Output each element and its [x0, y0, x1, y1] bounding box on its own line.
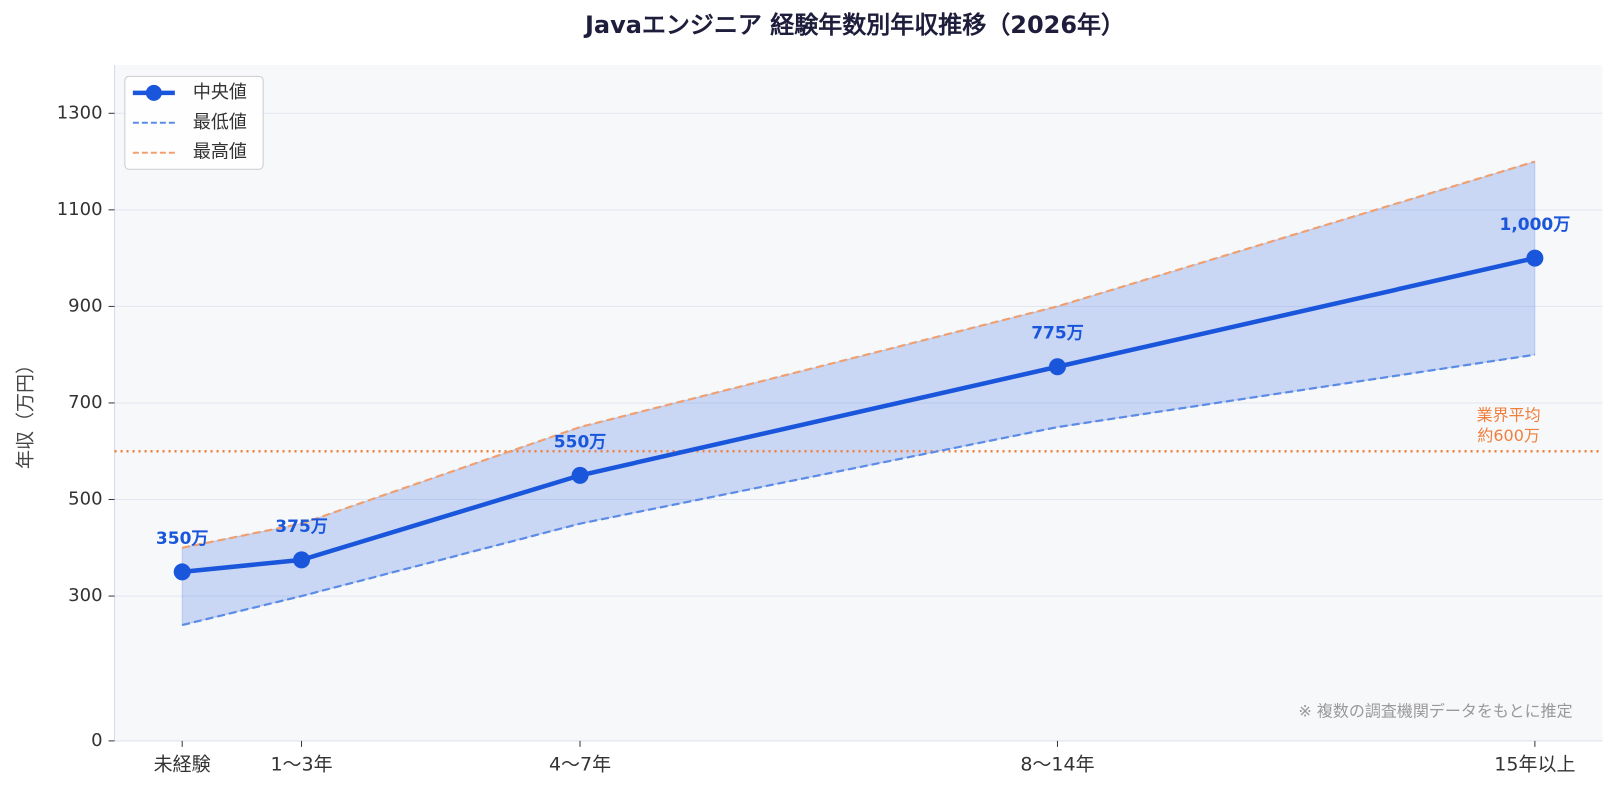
x-tick-label: 1〜3年 — [270, 753, 332, 775]
x-tick-label: 4〜7年 — [549, 753, 611, 775]
y-tick-label: 500 — [68, 489, 102, 510]
reference-label: 約600万 — [1477, 426, 1540, 445]
reference-label: 業界平均 — [1477, 405, 1541, 424]
data-label: 375万 — [275, 517, 328, 537]
legend-marker — [145, 84, 162, 101]
y-tick-label: 900 — [68, 295, 102, 316]
legend-label: 中央値 — [193, 82, 247, 103]
legend-label: 最高値 — [193, 142, 247, 163]
data-point — [1048, 358, 1066, 376]
data-label: 350万 — [156, 529, 209, 549]
chart-title: Javaエンジニア 経験年数別年収推移（2026年） — [583, 11, 1125, 39]
x-tick-label: 8〜14年 — [1020, 753, 1094, 775]
data-point — [571, 466, 589, 484]
data-point — [1526, 249, 1544, 267]
data-label: 1,000万 — [1499, 215, 1570, 235]
legend-label: 最低値 — [193, 112, 247, 133]
data-label: 550万 — [554, 432, 607, 452]
x-tick-label: 15年以上 — [1494, 753, 1575, 775]
data-point — [173, 563, 191, 581]
legend-box — [124, 75, 264, 170]
y-tick-label: 1300 — [57, 102, 103, 123]
data-label: 775万 — [1031, 324, 1084, 344]
series-line — [181, 353, 1536, 627]
note: ※ 複数の調査機関データをもとに推定 — [1298, 702, 1572, 721]
y-tick-label: 0 — [91, 730, 102, 751]
y-tick-label: 700 — [68, 392, 102, 413]
data-point — [293, 551, 311, 569]
y-tick-label: 300 — [68, 585, 102, 606]
y-tick-label: 1100 — [57, 199, 103, 220]
x-tick-label: 未経験 — [154, 753, 211, 775]
series-line — [181, 160, 1536, 549]
y-axis-label: 年収（万円） — [15, 355, 37, 469]
